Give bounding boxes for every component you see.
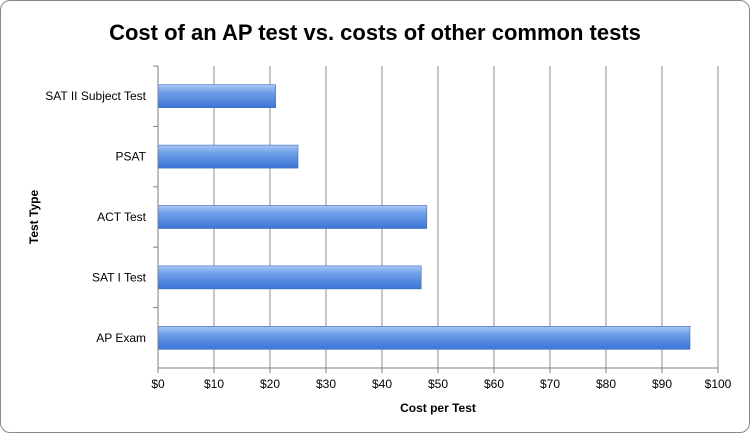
y-tick-label: SAT I Test bbox=[92, 270, 147, 284]
x-tick-label: $70 bbox=[540, 377, 560, 391]
x-tick-label: $10 bbox=[204, 377, 224, 391]
x-tick-labels: $0 $10 $20 $30 $40 $50 $60 $70 $80 $90 $100 bbox=[151, 377, 731, 391]
chart-title: Cost of an AP test vs. costs of other co… bbox=[109, 20, 641, 45]
x-tick-label: $40 bbox=[372, 377, 392, 391]
y-axis-title: Test Type bbox=[27, 190, 41, 245]
bar-act-test bbox=[157, 205, 428, 229]
bar-sat-ii-subject-test bbox=[157, 84, 276, 108]
y-tick-labels: SAT II Subject Test PSAT ACT Test SAT I Tes… bbox=[45, 89, 146, 345]
bars bbox=[157, 84, 691, 350]
y-tick-label: ACT Test bbox=[97, 210, 147, 224]
y-tick-label: PSAT bbox=[116, 150, 147, 164]
x-axis-title: Cost per Test bbox=[400, 401, 476, 415]
x-tick-label: $50 bbox=[428, 377, 448, 391]
x-tick-label: $90 bbox=[652, 377, 672, 391]
bar-ap-exam bbox=[157, 325, 691, 350]
x-tick-label: $0 bbox=[151, 377, 165, 391]
bar-psat bbox=[157, 144, 299, 169]
y-tick-label: AP Exam bbox=[96, 331, 146, 345]
bar-sat-i-test bbox=[157, 265, 422, 290]
axes bbox=[157, 66, 718, 369]
x-tick-label: $100 bbox=[705, 377, 732, 391]
x-tick-label: $60 bbox=[484, 377, 504, 391]
x-tick-label: $80 bbox=[596, 377, 616, 391]
x-tick-label: $30 bbox=[316, 377, 336, 391]
y-tick-label: SAT II Subject Test bbox=[45, 89, 146, 103]
x-tick-label: $20 bbox=[260, 377, 280, 391]
